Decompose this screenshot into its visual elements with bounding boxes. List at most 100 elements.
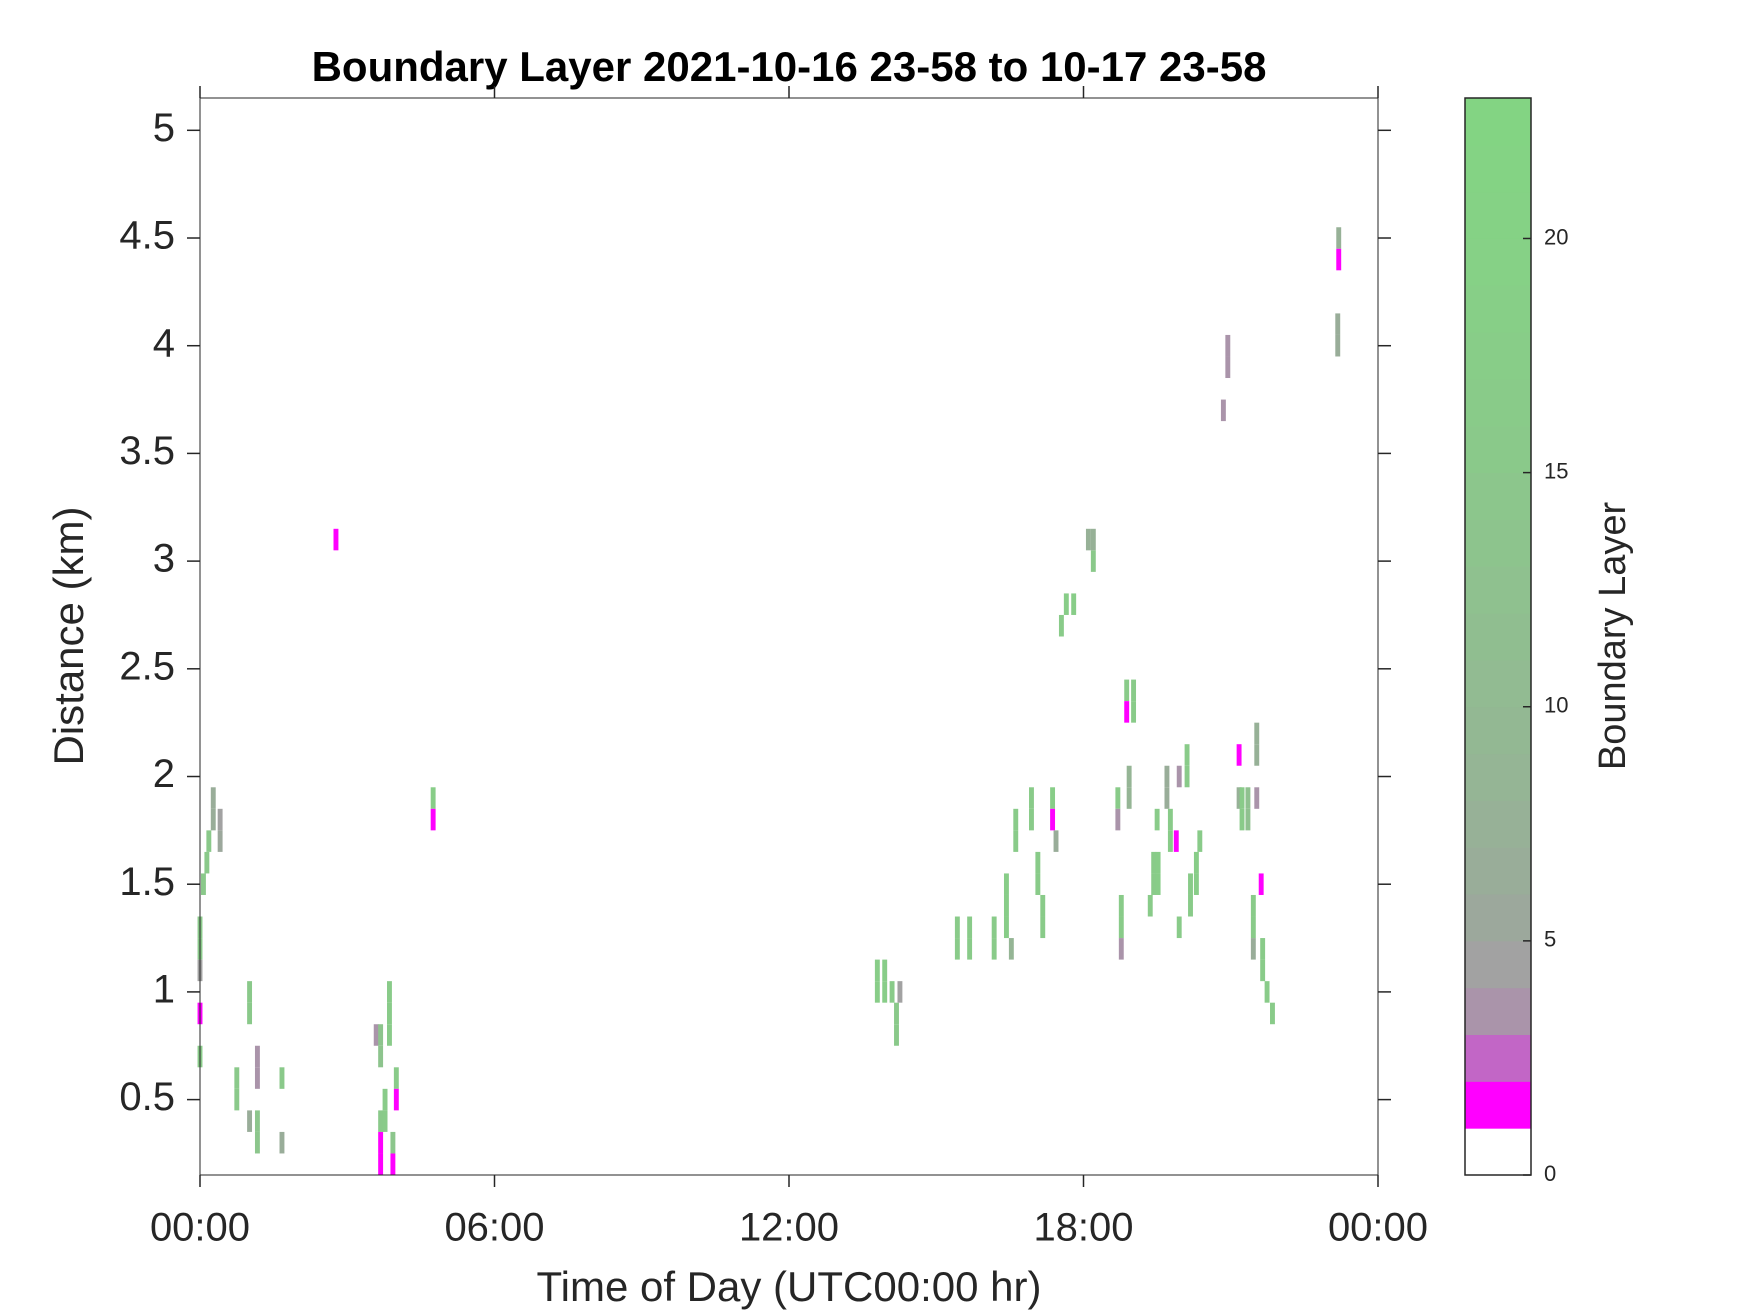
cell xyxy=(1151,873,1157,895)
colorbar-tick-label: 15 xyxy=(1544,458,1568,483)
cell xyxy=(430,787,436,809)
cell xyxy=(210,808,216,831)
colorbar-segment xyxy=(1465,940,1531,989)
cell xyxy=(1336,248,1342,271)
cell xyxy=(1154,808,1160,831)
cell xyxy=(1167,830,1173,852)
cell xyxy=(1058,614,1064,637)
cell xyxy=(204,851,210,874)
cell xyxy=(1260,959,1266,982)
cell xyxy=(1029,808,1034,831)
cell xyxy=(874,959,880,982)
cell xyxy=(882,959,888,982)
cell xyxy=(247,981,253,1003)
cell xyxy=(1164,787,1170,809)
cell xyxy=(206,830,212,852)
cell xyxy=(1176,916,1182,939)
cell xyxy=(234,1088,240,1111)
x-tick-label: 00:00 xyxy=(1328,1206,1428,1250)
y-tick-label: 0.5 xyxy=(119,1075,175,1119)
colorbar-frame xyxy=(1464,97,1532,1176)
cell xyxy=(1053,830,1059,852)
cell xyxy=(1258,873,1264,895)
cell xyxy=(210,787,216,809)
cell xyxy=(1336,227,1342,249)
cell xyxy=(1085,528,1091,551)
cell xyxy=(1250,938,1256,960)
cell xyxy=(1270,1002,1275,1025)
cell xyxy=(1184,744,1190,766)
cell xyxy=(1126,765,1132,788)
y-tick-label: 2 xyxy=(153,752,175,796)
cell xyxy=(279,1067,285,1089)
colorbar-tick-label: 0 xyxy=(1544,1161,1556,1186)
colorbar-tick-label: 20 xyxy=(1544,224,1568,249)
y-tick-label: 4 xyxy=(153,321,175,365)
colorbar-segment xyxy=(1465,191,1531,239)
colorbar-segment xyxy=(1465,378,1531,427)
cell xyxy=(1003,873,1009,895)
cell xyxy=(1118,916,1124,939)
cell xyxy=(1063,593,1069,615)
colorbar-segment xyxy=(1465,425,1531,474)
colorbar-segment xyxy=(1465,1081,1531,1129)
cell xyxy=(234,1067,240,1089)
cell xyxy=(1118,894,1124,917)
cell xyxy=(1090,528,1096,551)
x-axis-label: Time of Day (UTC00:00 hr) xyxy=(537,1263,1042,1310)
cell xyxy=(1254,722,1260,745)
cell xyxy=(1008,938,1014,960)
cell xyxy=(1225,356,1231,379)
cell xyxy=(1131,679,1137,702)
cell xyxy=(1225,334,1231,357)
cell xyxy=(217,830,223,852)
cell xyxy=(1155,873,1161,895)
colorbar-segment xyxy=(1465,144,1531,193)
cell xyxy=(430,808,436,831)
cell xyxy=(1050,808,1056,831)
cell xyxy=(1071,593,1077,615)
cell xyxy=(378,1153,384,1175)
colorbar-segment xyxy=(1465,987,1531,1036)
cell xyxy=(1124,679,1130,702)
cell xyxy=(387,1024,392,1046)
colorbar-segment xyxy=(1465,566,1531,614)
cell xyxy=(894,1002,899,1025)
colorbar-segment xyxy=(1465,472,1531,520)
cell xyxy=(378,1131,384,1154)
y-tick-label: 5 xyxy=(153,106,175,150)
x-tick-label: 06:00 xyxy=(444,1206,544,1250)
colorbar-segment xyxy=(1465,800,1531,848)
cell xyxy=(1126,787,1132,809)
cell xyxy=(1050,787,1056,809)
cell xyxy=(254,1110,260,1132)
cell xyxy=(1335,313,1341,335)
colorbar-segment xyxy=(1465,1128,1531,1176)
cell xyxy=(1115,787,1121,809)
cell xyxy=(1335,334,1341,357)
y-tick-label: 3 xyxy=(153,537,175,581)
colorbar-segment xyxy=(1465,519,1531,567)
cell xyxy=(1035,851,1041,874)
cell xyxy=(1155,851,1161,874)
cell xyxy=(1167,808,1173,831)
cell xyxy=(874,981,880,1003)
cell xyxy=(1254,787,1260,809)
colorbar-segment xyxy=(1465,659,1531,708)
cell xyxy=(254,1067,260,1089)
x-tick-label: 18:00 xyxy=(1033,1206,1133,1250)
y-tick-label: 1.5 xyxy=(119,860,175,904)
cell xyxy=(1239,808,1245,831)
colorbar-segment xyxy=(1465,847,1531,895)
colorbar-tick-label: 10 xyxy=(1544,693,1568,718)
cell xyxy=(1264,981,1270,1003)
cell xyxy=(1193,873,1199,895)
cell xyxy=(1254,744,1260,766)
y-axis-label: Distance (km) xyxy=(45,506,92,765)
cell xyxy=(1118,938,1124,960)
cell xyxy=(1173,830,1179,852)
cell xyxy=(378,1024,384,1046)
cell xyxy=(1003,916,1009,939)
cell xyxy=(1115,808,1121,831)
cell xyxy=(247,1110,253,1132)
